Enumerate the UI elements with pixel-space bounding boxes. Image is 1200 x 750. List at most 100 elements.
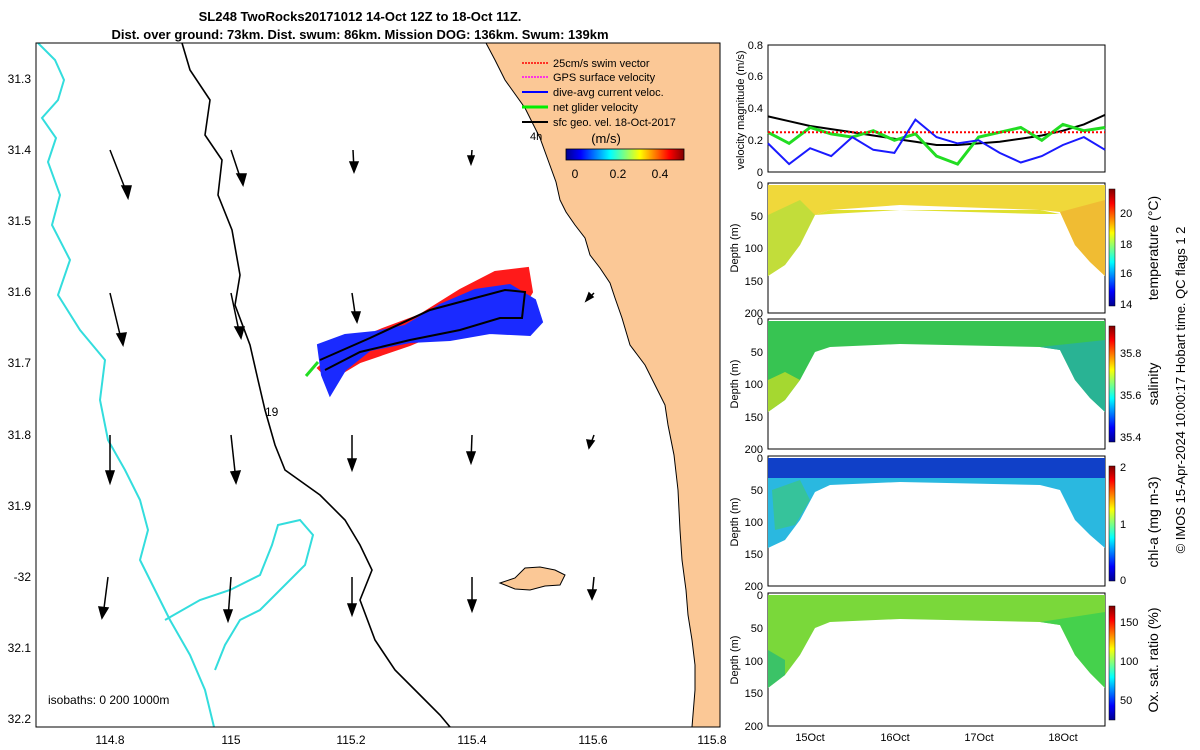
temperature-yticks: 0 50 100 150 200 bbox=[745, 180, 763, 320]
legend-label-swim: 25cm/s swim vector bbox=[553, 58, 650, 70]
colorbar-unit-label: (m/s) bbox=[591, 131, 621, 146]
lon-tick: 115.4 bbox=[457, 733, 486, 747]
velocity-series-group bbox=[767, 113, 1106, 166]
lon-tick: 114.8 bbox=[95, 733, 124, 747]
time-tick: 17Oct bbox=[964, 732, 993, 744]
lat-tick: 32.1 bbox=[8, 641, 32, 655]
time-tick: 16Oct bbox=[880, 732, 909, 744]
contour-label: 19 bbox=[265, 405, 279, 419]
cbar-tick: 100 bbox=[1120, 656, 1138, 668]
chlorophyll-patch bbox=[772, 480, 810, 530]
depth-tick: 150 bbox=[745, 549, 763, 561]
chlorophyll-yticks: 0 50 100 150 200 bbox=[745, 453, 763, 593]
net-glider-vector bbox=[304, 361, 320, 377]
salinity-patch-east bbox=[1040, 340, 1105, 412]
legend-label-net: net glider velocity bbox=[553, 102, 638, 114]
cbar-tick: 50 bbox=[1120, 695, 1132, 707]
figure-title-line2: Dist. over ground: 73km. Dist. swum: 86k… bbox=[111, 27, 609, 42]
depth-tick: 200 bbox=[745, 581, 763, 593]
salinity-patch-west bbox=[768, 372, 800, 412]
lon-tick: 115.2 bbox=[336, 733, 365, 747]
time-xticks: 15Oct 16Oct 17Oct 18Oct bbox=[795, 732, 1077, 744]
depth-tick: 0 bbox=[757, 453, 763, 465]
oxygen-ylabel: Depth (m) bbox=[729, 636, 741, 685]
vel-ytick: 0.2 bbox=[748, 135, 763, 147]
velocity-yticks: 0.8 0.6 0.4 0.2 0 bbox=[748, 40, 763, 179]
depth-tick: 150 bbox=[745, 688, 763, 700]
figure-title-line1: SL248 TwoRocks20171012 14-Oct 12Z to 18-… bbox=[198, 9, 522, 24]
lat-tick: 31.9 bbox=[8, 499, 32, 513]
cbar-tick: 0 bbox=[1120, 575, 1126, 587]
cbar-tick: 35.4 bbox=[1120, 432, 1141, 444]
vel-ytick: 0.4 bbox=[748, 103, 763, 115]
speed-colorbar bbox=[565, 148, 685, 161]
cbar-tick: 18 bbox=[1120, 239, 1132, 251]
colorbar-tick: 0 bbox=[572, 167, 579, 181]
depth-tick: 200 bbox=[745, 721, 763, 733]
legend-extra-label: 4h bbox=[530, 131, 542, 143]
depth-tick: 50 bbox=[751, 347, 763, 359]
map-axes-box bbox=[35, 42, 721, 728]
oxygen-field bbox=[768, 595, 1105, 688]
depth-tick: 150 bbox=[745, 276, 763, 288]
chlorophyll-colorbar bbox=[1108, 465, 1116, 582]
cbar-tick: 150 bbox=[1120, 617, 1138, 629]
cbar-tick: 35.8 bbox=[1120, 348, 1141, 360]
temperature-cbar-ticks: 20 18 16 14 bbox=[1120, 208, 1132, 311]
lat-tick: 31.4 bbox=[8, 143, 32, 157]
depth-tick: 100 bbox=[745, 379, 763, 391]
vel-ytick: 0 bbox=[757, 167, 763, 179]
map-panel: 31.3 31.4 31.5 31.6 31.7 31.8 31.9 -32 3… bbox=[8, 42, 727, 747]
oxygen-cbar-ticks: 150 100 50 bbox=[1120, 617, 1138, 707]
lat-tick: 31.7 bbox=[8, 356, 32, 370]
oxygen-yticks: 0 50 100 150 200 bbox=[745, 590, 763, 733]
glider-path bbox=[319, 288, 527, 371]
map-lat-ticks: 31.3 31.4 31.5 31.6 31.7 31.8 31.9 -32 3… bbox=[8, 72, 32, 726]
oxygen-cbar-label: Ox. sat. ratio (%) bbox=[1145, 607, 1161, 712]
cbar-tick: 1 bbox=[1120, 519, 1126, 531]
temperature-colorbar bbox=[1108, 188, 1116, 307]
chlorophyll-panel: 0 50 100 150 200 Depth (m) 2 1 0 chl-a (… bbox=[729, 453, 1161, 593]
chlorophyll-field bbox=[768, 458, 1105, 548]
land-area bbox=[485, 43, 720, 727]
chlorophyll-ylabel: Depth (m) bbox=[729, 498, 741, 547]
chlorophyll-cbar-ticks: 2 1 0 bbox=[1120, 462, 1126, 587]
velocity-series-dive-avg-current bbox=[767, 118, 1106, 166]
temperature-cool-patch bbox=[768, 200, 815, 276]
depth-tick: 200 bbox=[745, 444, 763, 456]
velocity-panel: 0.8 0.6 0.4 0.2 0 velocity magnitude (m/… bbox=[735, 40, 1106, 179]
depth-tick: 150 bbox=[745, 412, 763, 424]
depth-tick: 200 bbox=[745, 308, 763, 320]
oxygen-patch-east bbox=[1040, 612, 1105, 688]
lat-tick: 31.3 bbox=[8, 72, 32, 86]
copyright-footer: © IMOS 15-Apr-2024 10:00:17 Hobart time.… bbox=[1173, 227, 1188, 554]
vel-ytick: 0.6 bbox=[748, 71, 763, 83]
lat-tick: 32.2 bbox=[8, 712, 32, 726]
salinity-panel: 0 50 100 150 200 Depth (m) 35.8 35.6 35.… bbox=[729, 316, 1161, 456]
legend-label-gps: GPS surface velocity bbox=[553, 72, 656, 84]
salinity-cbar-label: salinity bbox=[1145, 363, 1161, 406]
velocity-ylabel: velocity magnitude (m/s) bbox=[735, 50, 747, 169]
oxygen-panel: 0 50 100 150 200 Depth (m) 150 100 50 Ox… bbox=[729, 590, 1161, 744]
cbar-tick: 35.6 bbox=[1120, 390, 1141, 402]
cbar-tick: 2 bbox=[1120, 462, 1126, 474]
lon-tick: 115 bbox=[221, 733, 240, 747]
temperature-field bbox=[768, 185, 1105, 276]
lat-tick: 31.6 bbox=[8, 285, 32, 299]
salinity-colorbar bbox=[1108, 325, 1116, 443]
isobath-0m bbox=[37, 43, 215, 727]
temperature-cbar-label: temperature (°C) bbox=[1145, 196, 1161, 300]
isobath-200m bbox=[181, 43, 451, 727]
map-lon-ticks: 114.8 115 115.2 115.4 115.6 115.8 bbox=[95, 733, 726, 747]
depth-tick: 50 bbox=[751, 485, 763, 497]
depth-tick: 0 bbox=[757, 316, 763, 328]
salinity-cbar-ticks: 35.8 35.6 35.4 bbox=[1120, 348, 1141, 444]
lat-tick: 31.5 bbox=[8, 214, 32, 228]
depth-tick: 50 bbox=[751, 623, 763, 635]
cbar-tick: 20 bbox=[1120, 208, 1132, 220]
temperature-warm-patch bbox=[1060, 200, 1105, 276]
depth-tick: 0 bbox=[757, 590, 763, 602]
temperature-panel: 0 50 100 150 200 Depth (m) 20 18 16 14 t… bbox=[729, 180, 1161, 320]
lat-tick: -32 bbox=[14, 570, 32, 584]
